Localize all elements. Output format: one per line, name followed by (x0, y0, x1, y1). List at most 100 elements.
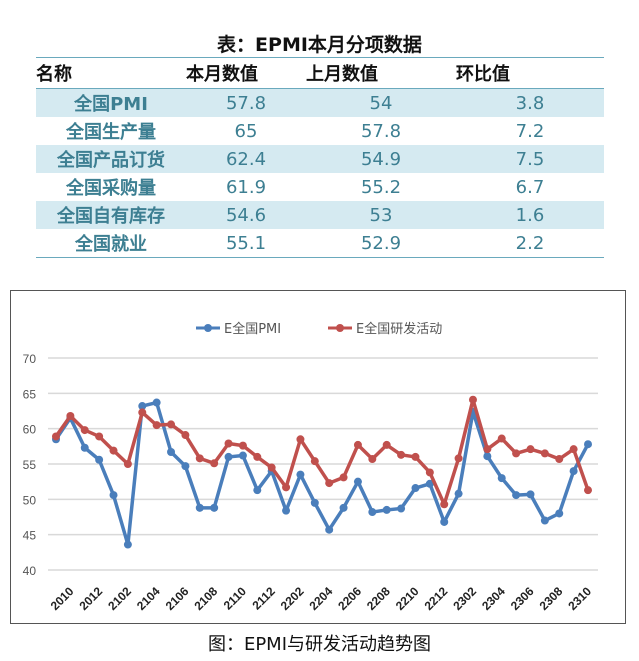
data-point (80, 443, 89, 452)
data-point (224, 439, 233, 448)
header-name: 名称 (36, 57, 186, 89)
data-point (397, 450, 406, 459)
data-point (339, 503, 348, 512)
cell-current: 57.8 (186, 88, 306, 117)
data-point (152, 421, 161, 430)
data-point (483, 445, 492, 454)
cell-previous: 54.9 (306, 145, 456, 173)
chart-caption: 图：EPMI与研发活动趋势图 (207, 634, 432, 655)
data-point (569, 445, 578, 454)
x-tick-label: 2204 (307, 584, 336, 613)
data-point (454, 454, 463, 463)
data-point (483, 452, 492, 461)
data-point (238, 441, 247, 450)
cell-current: 65 (234, 120, 258, 142)
cell-change: 7.2 (515, 120, 545, 142)
x-tick-label: 2306 (508, 584, 537, 613)
cell-previous: 52.9 (360, 232, 402, 254)
legend-label: E全国研发活动 (356, 321, 442, 337)
x-tick-label: 2112 (249, 584, 278, 613)
cell-name: 全国PMI (36, 88, 186, 117)
x-tick-label: 2302 (450, 584, 479, 613)
x-tick-label: 2210 (393, 584, 422, 613)
data-point (440, 517, 449, 526)
data-point (540, 516, 549, 525)
cell-name: 全国自有库存 (36, 201, 186, 229)
y-tick-label: 45 (23, 529, 37, 543)
cell-name: 全国采购量 (66, 178, 156, 199)
data-point (526, 490, 535, 499)
x-tick-label: 2108 (192, 584, 221, 613)
data-point (167, 447, 176, 456)
cell-name: 全国产品订货 (36, 145, 186, 173)
data-point (123, 540, 132, 549)
table-row: 全国产品订货 62.4 54.9 7.5 (36, 145, 604, 173)
data-point (454, 489, 463, 498)
data-point (339, 473, 348, 482)
data-point (296, 470, 305, 479)
x-tick-label: 2012 (76, 584, 105, 613)
data-point (224, 452, 233, 461)
header-previous: 上月数值 (306, 57, 456, 89)
cell-previous: 57.8 (360, 120, 402, 142)
data-point (152, 398, 161, 407)
data-point (238, 451, 247, 460)
data-point (296, 435, 305, 444)
cell-previous: 55.2 (360, 176, 402, 198)
table-row: 全国生产量 65 57.8 7.2 (36, 117, 604, 145)
x-tick-label: 2104 (134, 584, 163, 613)
cell-change: 7.5 (456, 145, 604, 173)
data-point (282, 483, 291, 492)
x-tick-label: 2308 (537, 584, 566, 613)
table-row: 全国采购量 61.9 55.2 6.7 (36, 173, 604, 201)
data-point (210, 459, 219, 468)
data-point (397, 504, 406, 513)
data-point (382, 505, 391, 514)
data-point (540, 449, 549, 458)
data-point (80, 426, 89, 435)
y-tick-label: 55 (23, 458, 37, 472)
data-point (267, 463, 276, 472)
epmi-table: 名称 本月数值 上月数值 环比值 全国PMI 57.8 54 3.8 全国生产量 65 57… (36, 57, 604, 258)
data-point (382, 440, 391, 449)
data-point (181, 431, 190, 440)
data-point (195, 503, 204, 512)
x-tick-label: 2310 (565, 584, 594, 613)
table-title: 表：EPMI本月分项数据 (217, 34, 422, 56)
x-tick-label: 2106 (163, 584, 192, 613)
x-tick-label: 2212 (422, 584, 451, 613)
cell-previous: 54 (306, 88, 456, 117)
chart-frame (10, 290, 626, 624)
data-point (353, 440, 362, 449)
data-point (195, 454, 204, 463)
x-tick-label: 2206 (335, 584, 364, 613)
legend-label: E全国PMI (224, 321, 281, 337)
data-point (109, 491, 118, 500)
data-point (569, 467, 578, 476)
data-point (95, 455, 104, 464)
x-tick-label: 2202 (278, 584, 307, 613)
data-point (167, 420, 176, 429)
header-change: 环比值 (456, 57, 604, 89)
cell-change: 2.2 (515, 232, 545, 254)
y-tick-label: 40 (23, 564, 37, 578)
y-tick-label: 65 (23, 387, 37, 401)
data-point (325, 479, 334, 488)
cell-name: 全国生产量 (66, 122, 156, 143)
data-point (440, 500, 449, 509)
cell-change: 3.8 (456, 88, 604, 117)
x-tick-label: 2304 (479, 584, 508, 613)
data-point (138, 408, 147, 417)
cell-change: 6.7 (515, 176, 545, 198)
data-point (555, 509, 564, 518)
data-point (497, 474, 506, 483)
cell-current: 62.4 (186, 145, 306, 173)
data-point (584, 486, 592, 495)
data-point (138, 402, 147, 411)
y-tick-label: 50 (23, 493, 37, 507)
data-point (425, 479, 434, 488)
header-current: 本月数值 (186, 57, 306, 89)
table-header-row: 名称 本月数值 上月数值 环比值 (36, 57, 604, 89)
x-tick-label: 2208 (364, 584, 393, 613)
